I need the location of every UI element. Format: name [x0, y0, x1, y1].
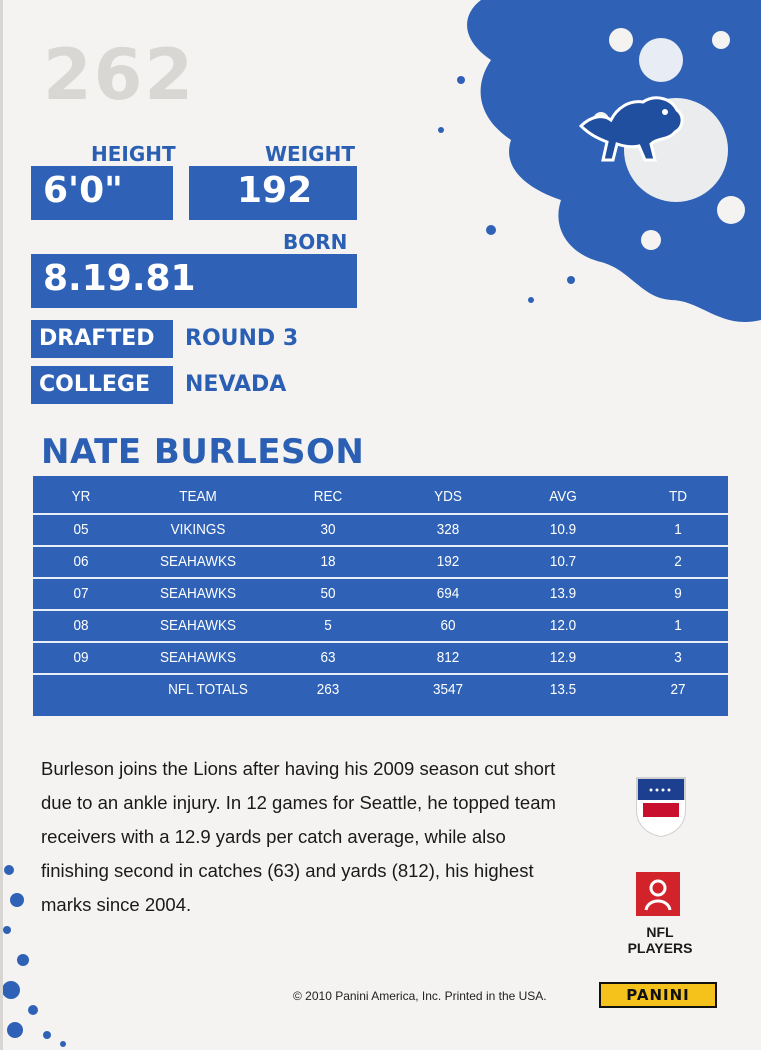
- cell-team: SEAHAWKS: [159, 649, 237, 666]
- height-label: HEIGHT: [91, 142, 176, 166]
- cell-team: SEAHAWKS: [159, 585, 237, 602]
- cell-avg: 12.0: [549, 617, 577, 634]
- table-row: 09 SEAHAWKS 63 812 12.9 3: [33, 643, 728, 673]
- player-bio: Burleson joins the Lions after having hi…: [41, 758, 556, 915]
- nfl-players-label: NFL PLAYERS: [627, 924, 693, 956]
- header-avg: AVG: [549, 488, 577, 505]
- cell-yr: 05: [73, 521, 89, 538]
- cell-rec: 63: [320, 649, 336, 666]
- totals-td: 27: [670, 681, 686, 698]
- cell-rec: 30: [320, 521, 336, 538]
- cell-td: 2: [674, 553, 682, 570]
- table-row: 05 VIKINGS 30 328 10.9 1: [33, 515, 728, 545]
- table-row: 06 SEAHAWKS 18 192 10.7 2: [33, 547, 728, 577]
- lions-logo-icon: [578, 96, 684, 162]
- cell-yr: 06: [73, 553, 89, 570]
- row-divider: [33, 641, 728, 643]
- cell-yr: 07: [73, 585, 89, 602]
- row-divider: [33, 673, 728, 675]
- cell-yds: 328: [436, 521, 460, 538]
- row-divider: [33, 609, 728, 611]
- cell-yds: 192: [436, 553, 460, 570]
- header-team: TEAM: [179, 488, 217, 505]
- weight-label: WEIGHT: [265, 142, 355, 166]
- totals-rec: 263: [316, 681, 340, 698]
- drafted-value: ROUND 3: [185, 326, 299, 351]
- card-number: 262: [43, 34, 196, 116]
- player-name: NATE BURLESON: [41, 432, 365, 472]
- row-divider: [33, 545, 728, 547]
- cell-rec: 50: [320, 585, 336, 602]
- totals-yds: 3547: [432, 681, 464, 698]
- cell-rec: 18: [320, 553, 336, 570]
- cell-td: 9: [674, 585, 682, 602]
- college-label: COLLEGE: [31, 366, 173, 404]
- cell-yr: 08: [73, 617, 89, 634]
- college-value: NEVADA: [185, 372, 287, 397]
- stats-table: YR TEAM REC YDS AVG TD 05 VIKINGS 30 328…: [33, 476, 728, 716]
- cell-avg: 10.7: [549, 553, 577, 570]
- cell-yds: 60: [440, 617, 456, 634]
- header-yds: YDS: [434, 488, 462, 505]
- panini-logo-icon: PANINI: [599, 982, 717, 1008]
- cell-td: 3: [674, 649, 682, 666]
- cell-yds: 694: [436, 585, 460, 602]
- cell-avg: 12.9: [549, 649, 577, 666]
- cell-team: SEAHAWKS: [159, 617, 237, 634]
- born-label: BORN: [283, 230, 348, 254]
- header-td: TD: [669, 488, 687, 505]
- cell-avg: 10.9: [549, 521, 577, 538]
- cell-avg: 13.9: [549, 585, 577, 602]
- copyright-text: © 2010 Panini America, Inc. Printed in t…: [293, 989, 547, 1003]
- drafted-label: DRAFTED: [31, 320, 173, 358]
- weight-value: 192: [189, 166, 357, 220]
- nfl-players-logo-icon: [636, 872, 680, 916]
- cell-team: SEAHAWKS: [159, 553, 237, 570]
- table-row: 08 SEAHAWKS 5 60 12.0 1: [33, 611, 728, 641]
- corner-splatter-decoration: [3, 865, 66, 1047]
- row-divider: [33, 577, 728, 579]
- born-value: 8.19.81: [31, 254, 357, 308]
- cell-yr: 09: [73, 649, 89, 666]
- table-row: 07 SEAHAWKS 50 694 13.9 9: [33, 579, 728, 609]
- cell-rec: 5: [324, 617, 332, 634]
- totals-avg: 13.5: [549, 681, 577, 698]
- row-divider: [33, 513, 728, 515]
- header-rec: REC: [313, 488, 343, 505]
- cell-yds: 812: [436, 649, 460, 666]
- nfl-shield-icon: [636, 777, 686, 838]
- totals-label: NFL TOTALS: [168, 681, 248, 698]
- header-yr: YR: [71, 488, 91, 505]
- cell-td: 1: [674, 521, 682, 538]
- stats-header-row: YR TEAM REC YDS AVG TD: [33, 482, 728, 512]
- cell-team: VIKINGS: [170, 521, 226, 538]
- totals-row: NFL TOTALS 263 3547 13.5 27: [33, 675, 728, 705]
- height-value: 6'0": [31, 166, 173, 220]
- cell-td: 1: [674, 617, 682, 634]
